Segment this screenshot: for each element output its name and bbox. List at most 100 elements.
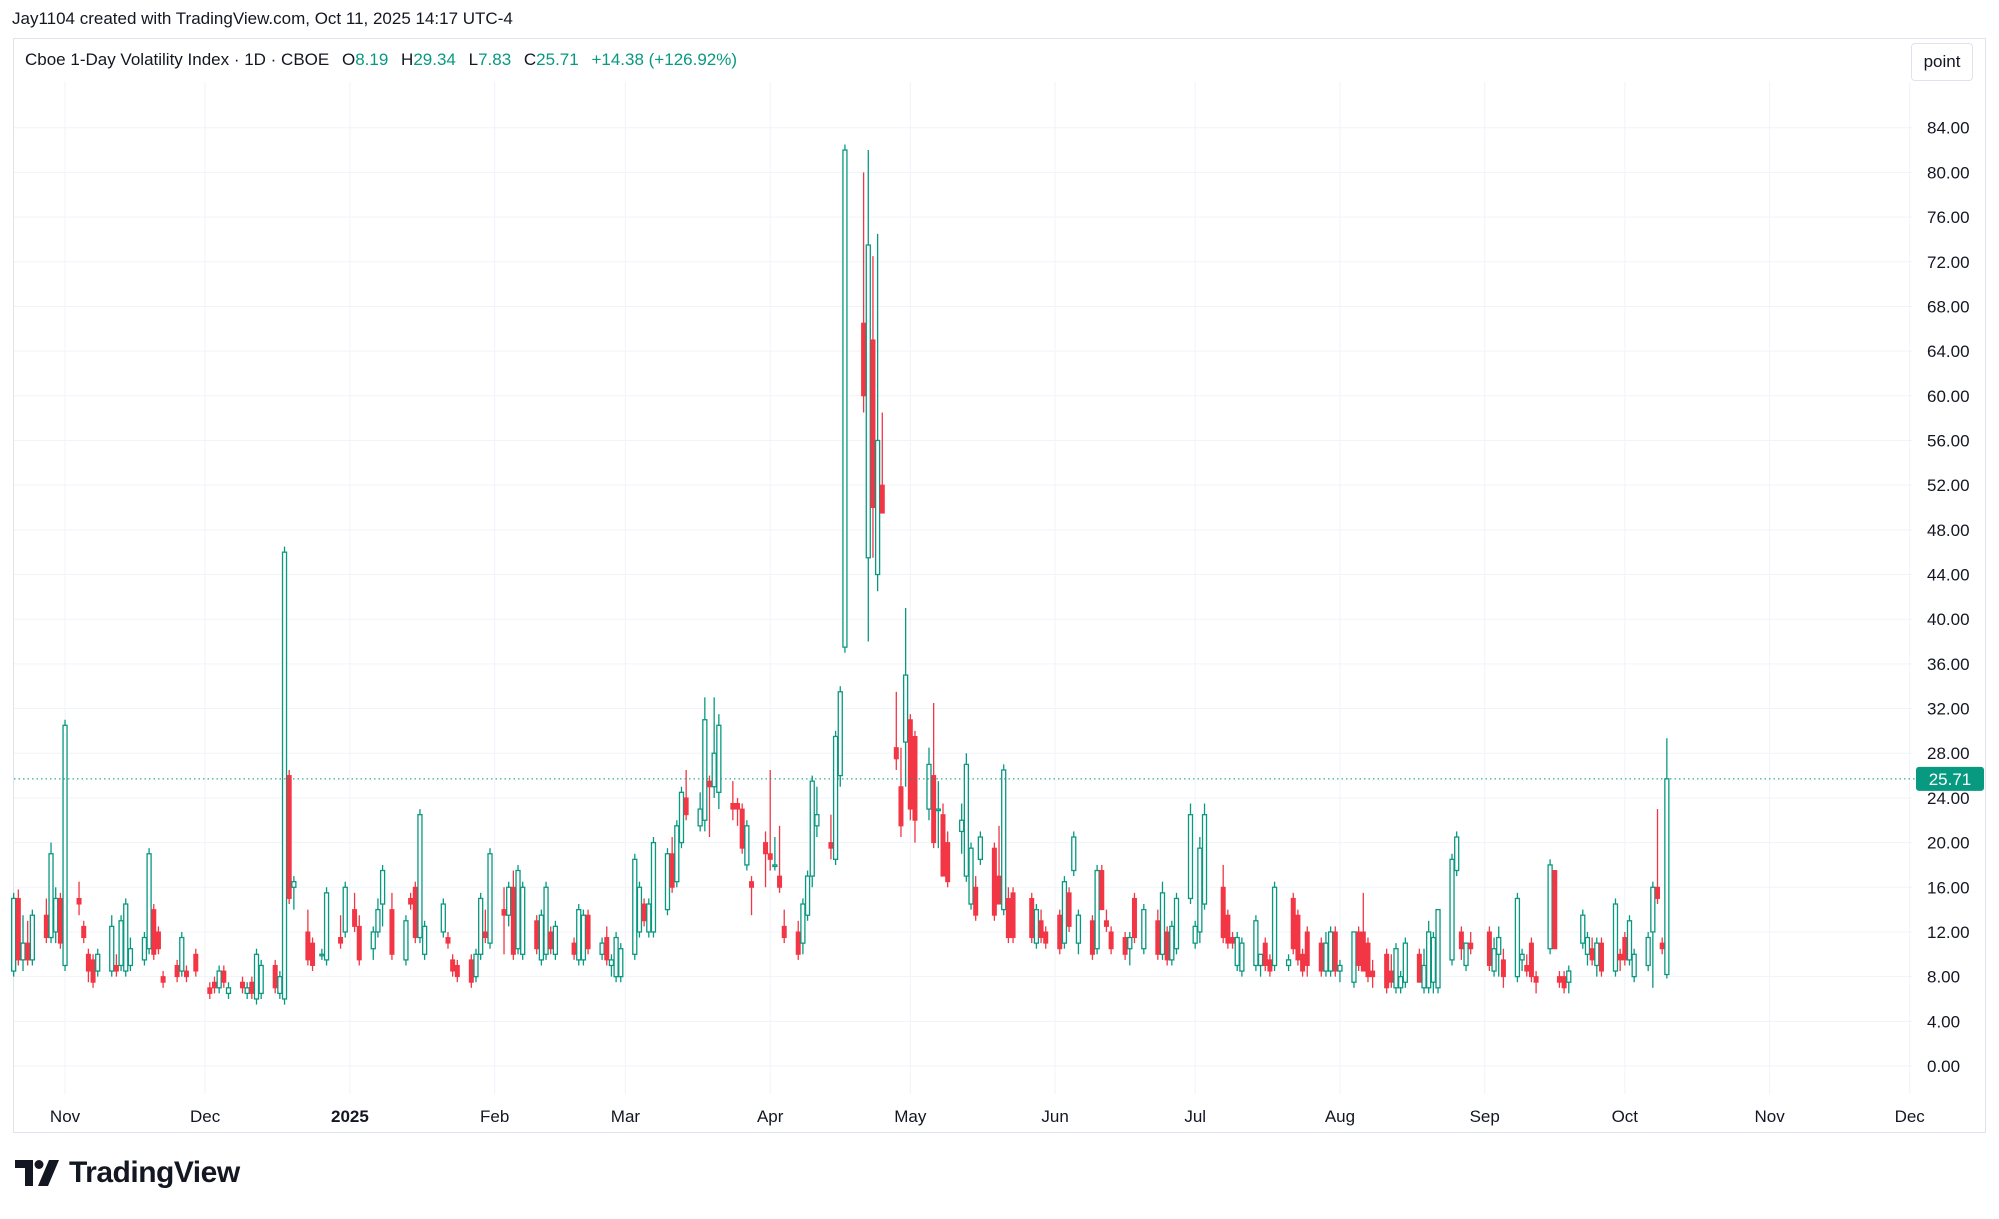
candle[interactable]: [379, 864, 386, 927]
candle[interactable]: [1388, 954, 1394, 988]
candle[interactable]: [650, 837, 657, 938]
candle[interactable]: [1519, 948, 1525, 972]
candle[interactable]: [1584, 931, 1591, 966]
candle[interactable]: [1010, 887, 1016, 944]
candle[interactable]: [1393, 943, 1399, 994]
candle[interactable]: [702, 697, 708, 832]
price-unit-button[interactable]: point: [1911, 43, 1973, 81]
candle[interactable]: [912, 730, 918, 843]
candle[interactable]: [81, 920, 87, 944]
candle[interactable]: [352, 892, 358, 932]
candle[interactable]: [935, 781, 941, 849]
candle[interactable]: [1650, 881, 1656, 988]
candle[interactable]: [814, 786, 820, 838]
candle[interactable]: [225, 982, 232, 999]
candle[interactable]: [174, 959, 180, 983]
candle[interactable]: [973, 876, 979, 921]
candle[interactable]: [375, 898, 381, 938]
candle[interactable]: [907, 714, 913, 821]
candle[interactable]: [118, 915, 124, 972]
candle[interactable]: [893, 691, 899, 770]
candle[interactable]: [1304, 926, 1310, 977]
candle[interactable]: [1300, 948, 1306, 977]
candle[interactable]: [1230, 931, 1236, 949]
candle[interactable]: [1384, 948, 1390, 994]
candle[interactable]: [286, 769, 292, 905]
candle[interactable]: [739, 803, 745, 854]
candle[interactable]: [977, 831, 984, 865]
candle[interactable]: [795, 920, 801, 960]
candle[interactable]: [1337, 959, 1343, 983]
candle[interactable]: [842, 144, 848, 653]
candle[interactable]: [1061, 876, 1068, 949]
candle[interactable]: [305, 909, 311, 966]
candle[interactable]: [1141, 904, 1147, 955]
candle[interactable]: [1659, 937, 1665, 955]
candle[interactable]: [1005, 887, 1011, 944]
candle[interactable]: [141, 931, 148, 966]
candle[interactable]: [1514, 892, 1521, 983]
candle[interactable]: [1580, 909, 1586, 949]
candle[interactable]: [1192, 920, 1198, 949]
candle[interactable]: [1617, 948, 1623, 972]
candle[interactable]: [1552, 870, 1558, 950]
candle[interactable]: [1398, 971, 1404, 994]
candle[interactable]: [207, 982, 213, 999]
candle[interactable]: [828, 814, 834, 860]
candle[interactable]: [744, 820, 750, 871]
candle[interactable]: [445, 931, 451, 949]
candle[interactable]: [160, 971, 166, 988]
candle[interactable]: [1655, 809, 1661, 905]
candle[interactable]: [1164, 926, 1170, 966]
candle[interactable]: [1416, 948, 1422, 983]
candle[interactable]: [870, 256, 876, 558]
candle[interactable]: [123, 898, 129, 977]
candle[interactable]: [963, 753, 969, 882]
candle[interactable]: [109, 915, 115, 977]
candle[interactable]: [482, 909, 488, 944]
candle[interactable]: [777, 825, 783, 893]
candle[interactable]: [1664, 738, 1670, 979]
candle[interactable]: [1290, 892, 1296, 955]
candle[interactable]: [1094, 864, 1100, 955]
candle[interactable]: [473, 948, 479, 983]
candle[interactable]: [1356, 926, 1362, 972]
candle[interactable]: [11, 892, 17, 977]
candle[interactable]: [323, 887, 330, 966]
candle[interactable]: [1458, 926, 1464, 960]
candle[interactable]: [216, 965, 222, 994]
candle[interactable]: [1201, 803, 1208, 910]
candle[interactable]: [1327, 926, 1334, 977]
candle[interactable]: [632, 853, 638, 960]
candle[interactable]: [338, 915, 344, 949]
candle[interactable]: [543, 881, 549, 960]
candle[interactable]: [244, 982, 250, 999]
candle[interactable]: [804, 870, 811, 921]
candle[interactable]: [931, 702, 937, 849]
candle[interactable]: [62, 719, 68, 972]
chart-frame[interactable]: [13, 38, 1986, 1133]
candle[interactable]: [468, 954, 474, 988]
candle[interactable]: [179, 931, 185, 977]
candle[interactable]: [576, 904, 582, 966]
candle[interactable]: [1449, 853, 1455, 966]
candle[interactable]: [76, 881, 82, 916]
candle[interactable]: [599, 937, 605, 960]
candle[interactable]: [20, 915, 26, 972]
candle[interactable]: [861, 172, 867, 413]
candle[interactable]: [1075, 909, 1082, 955]
candle[interactable]: [669, 837, 675, 893]
candle[interactable]: [1103, 909, 1109, 932]
candle[interactable]: [221, 965, 227, 988]
candle[interactable]: [1239, 937, 1245, 977]
candle[interactable]: [781, 909, 787, 944]
candle[interactable]: [1066, 887, 1072, 932]
candle[interactable]: [146, 848, 152, 955]
candle[interactable]: [1332, 926, 1338, 977]
candle[interactable]: [450, 954, 456, 977]
candle[interactable]: [636, 881, 643, 938]
candle[interactable]: [1612, 898, 1619, 977]
candle[interactable]: [968, 842, 974, 910]
candle[interactable]: [772, 837, 778, 871]
candle[interactable]: [90, 954, 96, 988]
